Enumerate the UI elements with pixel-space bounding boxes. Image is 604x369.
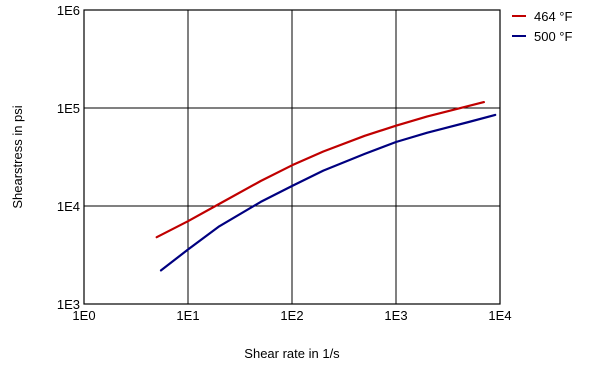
grid-layer [83, 9, 501, 305]
x-tick-label: 1E1 [176, 308, 199, 323]
x-tick-label: 1E2 [280, 308, 303, 323]
x-tick-label: 1E0 [72, 308, 95, 323]
x-tick-label: 1E3 [384, 308, 407, 323]
y-tick-label: 1E5 [57, 101, 80, 116]
legend: 464 °F 500 °F [512, 9, 573, 44]
plot-frame [83, 9, 501, 305]
y-tick-label: 1E4 [57, 199, 80, 214]
legend-label-1: 500 °F [534, 29, 573, 44]
series-line-0 [155, 101, 485, 239]
series-layer [155, 101, 497, 272]
y-axis-label: Shearstress in psi [10, 105, 25, 208]
y-tick-label: 1E6 [57, 3, 80, 18]
legend-label-0: 464 °F [534, 9, 573, 24]
x-tick-label: 1E4 [488, 308, 511, 323]
series-line-1 [159, 113, 497, 272]
x-axis-label: Shear rate in 1/s [244, 346, 340, 361]
tick-labels: 1E0 1E1 1E2 1E3 1E4 1E3 1E4 1E5 1E6 [57, 3, 512, 323]
y-tick-label: 1E3 [57, 297, 80, 312]
